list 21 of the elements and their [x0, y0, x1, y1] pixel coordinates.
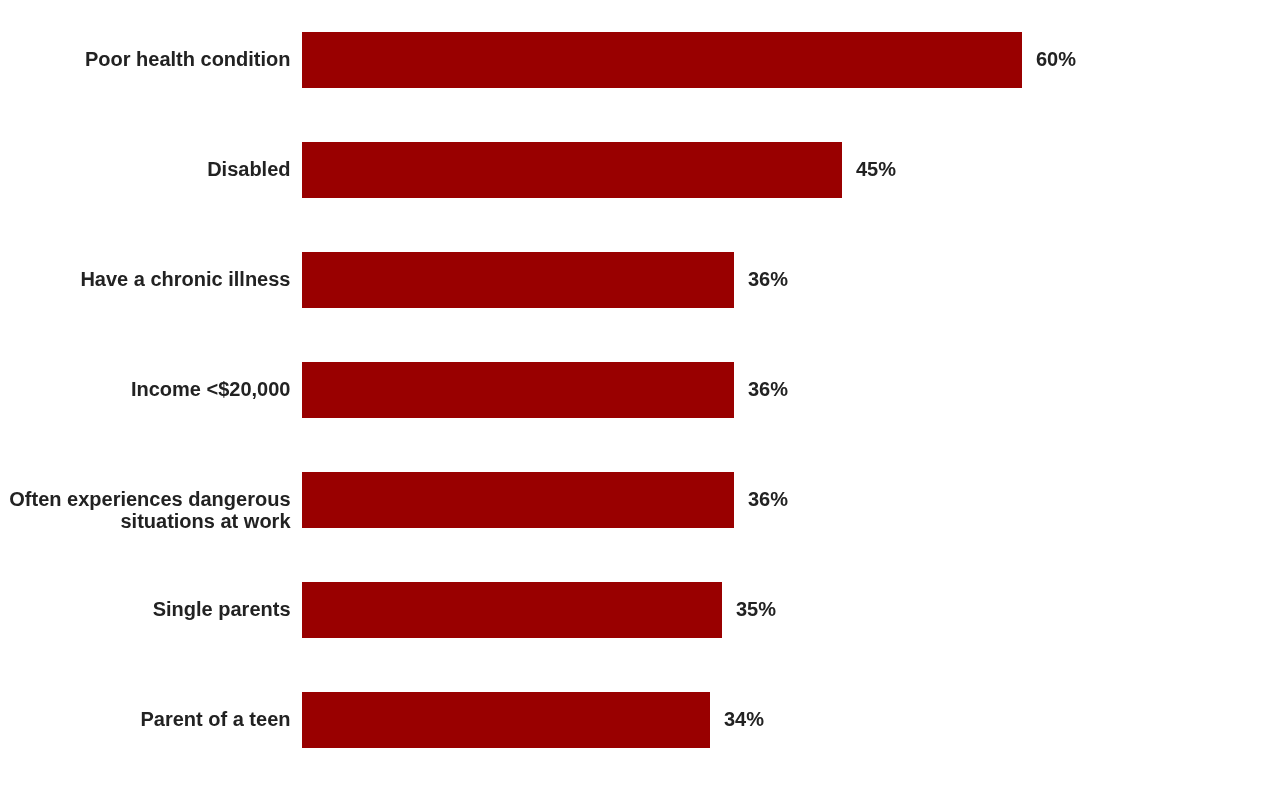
data-label: 60%: [1036, 48, 1077, 70]
bar: [302, 692, 710, 748]
y-tick-label: Disabled: [207, 158, 291, 180]
y-tick-label: Have a chronic illness: [80, 268, 291, 290]
bar: [302, 252, 734, 308]
y-tick-label: Poor health condition: [84, 48, 291, 70]
data-label: 36%: [748, 488, 789, 510]
bar: [302, 362, 734, 418]
data-label: 35%: [736, 598, 777, 620]
data-label: 45%: [856, 158, 897, 180]
bar: [302, 32, 1022, 88]
y-tick-label: Often experiences dangerous situations at work: [9, 488, 292, 532]
data-label: 34%: [724, 708, 765, 730]
y-tick-label: Income <$20,000: [130, 378, 291, 400]
bar: [302, 582, 722, 638]
bar: [302, 472, 734, 528]
data-label: 36%: [748, 268, 789, 290]
y-tick-label: Parent of a teen: [140, 708, 291, 730]
bar: [302, 142, 842, 198]
y-tick-label: Single parents: [152, 598, 291, 620]
data-label: 36%: [748, 378, 789, 400]
